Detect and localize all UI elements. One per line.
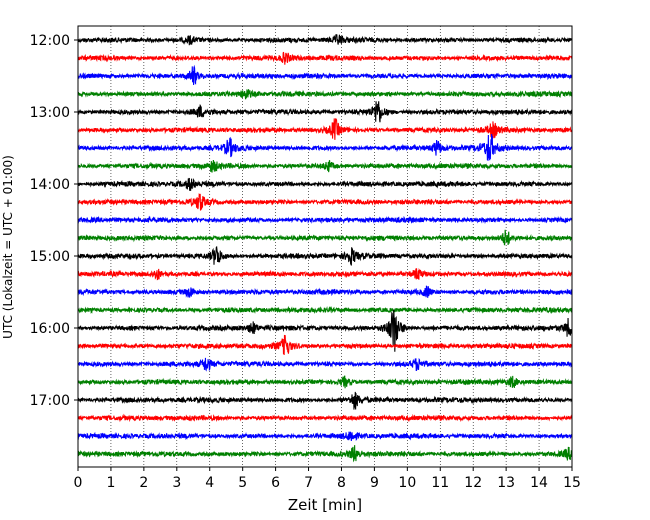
seismic-trace (77, 64, 573, 86)
x-tick-label: 3 (172, 475, 181, 491)
seismic-trace (77, 33, 573, 46)
y-tick-label: 14:00 (30, 177, 70, 193)
x-tick-label: 8 (337, 475, 346, 491)
seismic-trace (77, 193, 573, 211)
x-axis-label: Zeit [min] (288, 496, 362, 514)
seismic-trace (77, 267, 573, 281)
seismic-trace (77, 391, 573, 410)
seismic-trace (77, 134, 573, 161)
y-axis: 12:00 13:00 14:00 15:00 16:00 17:00 (30, 33, 78, 409)
x-tick-label: 10 (398, 475, 416, 491)
x-tick-label: 4 (205, 475, 214, 491)
seismic-trace (77, 177, 573, 191)
y-axis-label: UTC (Lokalzeit = UTC + 01:00) (1, 155, 15, 339)
x-tick-label: 1 (106, 475, 115, 491)
x-tick-label: 14 (530, 475, 548, 491)
seismic-trace (77, 101, 573, 123)
x-tick-label: 15 (563, 475, 581, 491)
seismic-trace (77, 215, 573, 225)
seismic-trace (77, 413, 573, 423)
seismic-trace (77, 51, 573, 65)
x-tick-label: 2 (139, 475, 148, 491)
seismic-trace (77, 305, 573, 315)
seismic-trace (77, 117, 573, 140)
x-tick-label: 5 (238, 475, 247, 491)
seismic-trace (77, 445, 573, 463)
seismic-trace (77, 375, 573, 389)
y-tick-label: 17:00 (30, 393, 70, 409)
seismic-trace (77, 159, 573, 173)
x-tick-label: 6 (271, 475, 280, 491)
y-tick-label: 12:00 (30, 33, 70, 49)
seismic-trace (77, 431, 573, 442)
seismic-trace (77, 229, 573, 246)
seismic-trace (77, 245, 573, 266)
x-tick-label: 9 (370, 475, 379, 491)
x-tick-label: 13 (497, 475, 515, 491)
x-tick-label: 0 (74, 475, 83, 491)
y-tick-label: 16:00 (30, 321, 70, 337)
seismic-trace (77, 334, 573, 355)
seismic-traces (77, 33, 573, 463)
x-axis: 0 1 2 3 4 5 6 7 8 9 10 11 12 13 14 15 (74, 467, 581, 491)
y-tick-label: 15:00 (30, 249, 70, 265)
plot-frame (77, 25, 573, 468)
y-tick-label: 13:00 (30, 105, 70, 121)
x-tick-label: 7 (304, 475, 313, 491)
x-tick-label: 11 (431, 475, 449, 491)
seismic-trace (77, 285, 573, 298)
seismic-trace (77, 309, 573, 352)
seismic-trace (77, 89, 573, 100)
x-tick-label: 12 (464, 475, 482, 491)
seismic-trace (77, 357, 573, 372)
